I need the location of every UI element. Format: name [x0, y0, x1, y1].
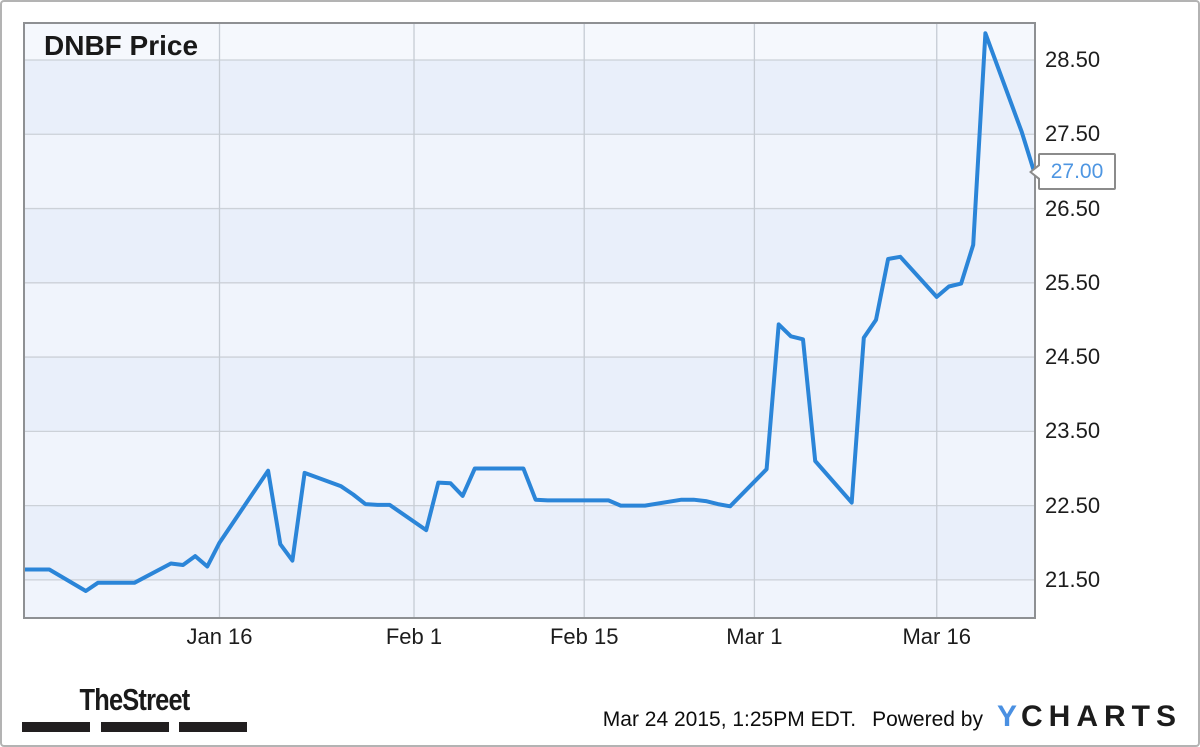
plot-band — [25, 282, 1034, 358]
logo-bar — [22, 722, 90, 732]
plot-band — [25, 134, 1034, 209]
powered-by-label: Powered by — [872, 708, 983, 731]
plot-band — [25, 431, 1034, 506]
plot-band — [25, 24, 1034, 61]
x-axis-label: Mar 16 — [902, 624, 971, 649]
ycharts-logo-charts: CHARTS — [1021, 700, 1182, 733]
logo-bar — [179, 722, 247, 732]
plot-band — [25, 208, 1034, 283]
plot-band — [25, 579, 1034, 617]
thestreet-logo-text: TheStreet — [79, 682, 191, 717]
badge-arrow-fill — [1032, 164, 1041, 179]
plot-band — [25, 505, 1034, 580]
x-axis-label: Feb 1 — [385, 624, 443, 649]
chart-timestamp: Mar 24 2015, 1:25PM EDT. — [602, 708, 857, 731]
plot-band — [25, 60, 1034, 135]
price-line — [25, 31, 1034, 593]
ycharts-logo-y: Y — [996, 700, 1023, 733]
price-chart-svg — [25, 24, 1034, 617]
y-axis-label: 22.50 — [1045, 492, 1101, 518]
ycharts-logo[interactable]: YCHARTS — [997, 700, 1182, 734]
y-axis-label: 23.50 — [1045, 418, 1101, 444]
chart-title: DNBF Price — [44, 30, 199, 61]
footer-attribution: Mar 24 2015, 1:25PM EDT. Powered by YCHA… — [603, 700, 1182, 734]
y-axis-label: 27.50 — [1045, 121, 1101, 147]
logo-bar — [100, 722, 169, 732]
thestreet-logo-bars — [22, 722, 247, 732]
y-axis-label: 26.50 — [1045, 195, 1101, 221]
y-axis-label: 21.50 — [1045, 566, 1101, 592]
plot-band — [25, 357, 1034, 432]
current-price-label: 27.00 — [1050, 159, 1104, 183]
x-axis-label: Feb 15 — [549, 624, 619, 649]
thestreet-logo[interactable]: TheStreet — [22, 684, 247, 732]
current-price-badge: 27.00 — [1029, 153, 1116, 191]
y-axis-label: 25.50 — [1045, 269, 1101, 295]
chart-plot-area — [23, 22, 1036, 619]
y-axis-label: 24.50 — [1045, 344, 1101, 370]
x-axis-label: Mar 1 — [726, 624, 783, 649]
x-axis-label: Jan 16 — [186, 624, 253, 649]
y-axis-label: 28.50 — [1045, 47, 1101, 73]
